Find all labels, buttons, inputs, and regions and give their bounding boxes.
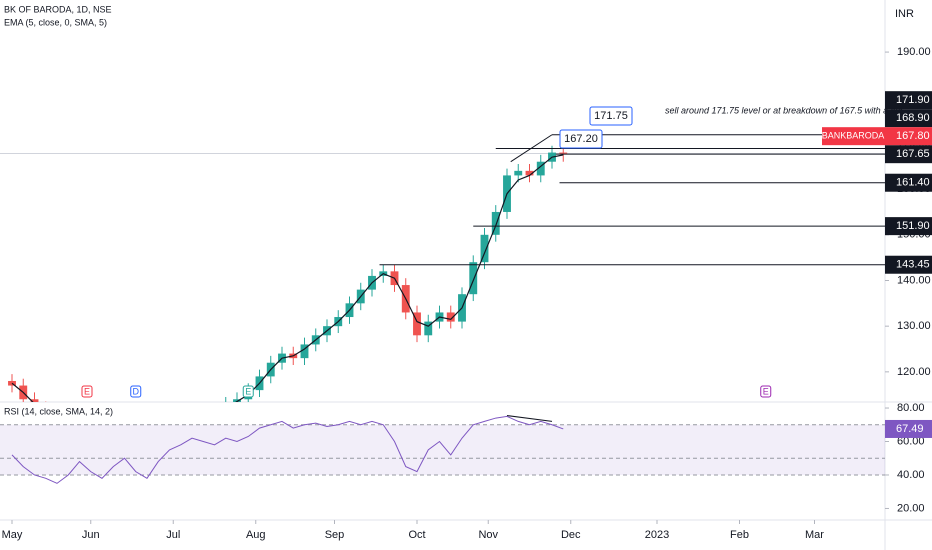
y-tick-label: 140.00 <box>897 274 931 286</box>
x-tick-label: Oct <box>408 529 425 541</box>
price-tag-label: 167.80 <box>896 130 930 142</box>
price-tag-label: 167.65 <box>896 148 930 160</box>
candle-body <box>222 404 230 413</box>
event-marker <box>242 385 254 398</box>
x-tick-label: May <box>2 529 23 541</box>
x-tick-label: Sep <box>325 529 345 541</box>
y-tick-label: 20.00 <box>897 502 925 514</box>
candle-body <box>233 399 241 402</box>
candle-body <box>525 170 534 176</box>
y-tick-label: 130.00 <box>897 320 931 332</box>
symbol-tag-label: BANKBARODA <box>822 131 885 141</box>
y-tick-label: 60.00 <box>897 435 925 447</box>
chart-title: BK OF BARODA, 1D, NSE <box>4 4 112 14</box>
currency: INR <box>895 8 914 20</box>
candle-body <box>514 170 523 176</box>
note-box <box>559 129 603 149</box>
price-tag <box>885 217 932 236</box>
event-marker <box>81 385 93 398</box>
candle-body <box>491 211 500 235</box>
price-tag <box>885 109 932 128</box>
rsi-pane <box>0 415 885 484</box>
candle-body <box>30 399 39 402</box>
y-tick-label: 40.00 <box>897 469 925 481</box>
x-tick-label: 2023 <box>645 529 669 541</box>
rsi-line <box>11 415 564 484</box>
event-label: D <box>133 386 140 396</box>
price-tag-label: 151.90 <box>896 220 930 232</box>
rsi-tag <box>885 419 932 438</box>
x-tick-label: Feb <box>730 529 749 541</box>
rsi-band <box>0 424 885 475</box>
x-tick-label: Mar <box>805 529 824 541</box>
axes: May Jun Jul Aug Sep Oct Nov Dec 2023 Feb Mar 120.00… <box>2 46 932 541</box>
divergence-line <box>506 415 553 422</box>
price-tag-label: 143.45 <box>896 259 930 271</box>
x-tick-label: Jun <box>82 529 100 541</box>
candle-body <box>480 234 489 263</box>
y-tick-label: 190.00 <box>897 46 931 58</box>
event-marker <box>130 385 142 398</box>
candle-body <box>536 161 545 176</box>
candle-body <box>559 152 568 154</box>
note-price: 167.20 <box>564 133 598 145</box>
note-price: 171.75 <box>594 110 628 122</box>
candle-body <box>424 321 433 336</box>
indicator-label: EMA (5, close, 0, SMA, 5) <box>4 17 107 27</box>
price-tag <box>885 91 932 110</box>
trend-line <box>510 134 553 163</box>
event-label: E <box>84 386 90 396</box>
x-tick-label: Nov <box>478 529 498 541</box>
price-tag-label: 168.90 <box>896 112 930 124</box>
price-tag <box>885 173 932 192</box>
rsi-tag-label: 67.49 <box>896 423 924 435</box>
price-tag <box>885 145 932 164</box>
note-box <box>589 106 633 126</box>
ema-line <box>11 154 564 402</box>
price-tag-label: 161.40 <box>896 177 930 189</box>
y-tick-label: 120.00 <box>897 366 931 378</box>
candle-body <box>413 312 421 336</box>
candle-body <box>211 413 219 422</box>
event-marker <box>760 385 772 398</box>
price-tag <box>885 127 932 146</box>
note-text: sell around 171.75 level or at breakdown… <box>665 105 903 115</box>
symbol-tag <box>822 127 885 146</box>
candle-body <box>446 312 455 322</box>
x-tick-label: Jul <box>166 529 180 541</box>
candle-body <box>300 344 309 359</box>
event-label: E <box>763 386 769 396</box>
x-tick-label: Dec <box>561 529 581 541</box>
y-tick-label: 80.00 <box>897 402 925 414</box>
price-tag <box>885 255 932 274</box>
price-tag-label: 171.90 <box>896 94 930 106</box>
x-tick-label: Aug <box>246 529 266 541</box>
candle-body <box>469 262 478 295</box>
event-label: E <box>245 386 251 396</box>
rsi-label: RSI (14, close, SMA, 14, 2) <box>4 406 113 416</box>
